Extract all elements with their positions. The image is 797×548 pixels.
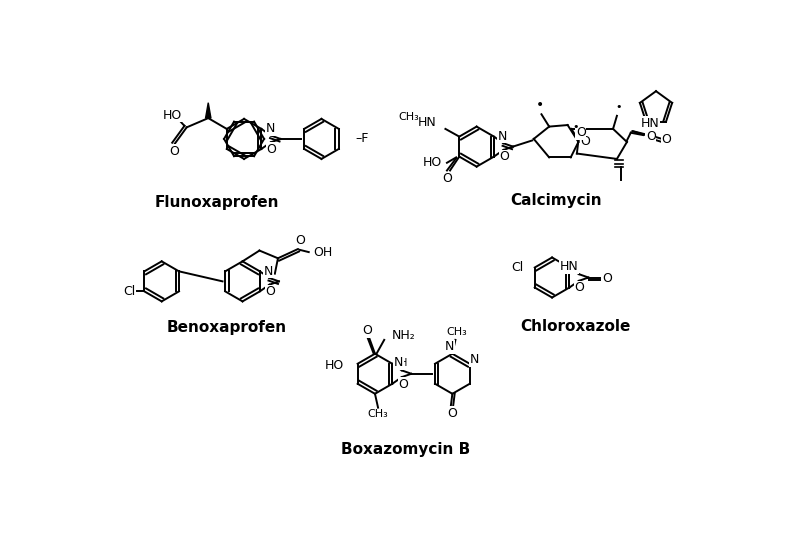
Text: •: • (572, 122, 579, 133)
Text: HO: HO (163, 109, 182, 122)
Text: O: O (575, 126, 586, 139)
Text: •: • (615, 101, 622, 112)
Text: N: N (394, 356, 403, 369)
Text: O: O (602, 272, 612, 285)
Text: O: O (442, 173, 452, 185)
Text: O: O (363, 324, 372, 337)
Text: Flunoxaprofen: Flunoxaprofen (155, 195, 280, 210)
Text: O: O (447, 407, 457, 420)
Text: NH₂: NH₂ (392, 329, 416, 342)
Text: Cl: Cl (123, 285, 135, 298)
Text: N: N (469, 353, 479, 367)
Text: CH₃: CH₃ (367, 409, 388, 419)
Text: O: O (265, 285, 275, 298)
Text: O: O (580, 135, 591, 149)
Text: O: O (170, 145, 179, 158)
Text: N: N (498, 130, 508, 143)
Text: Chloroxazole: Chloroxazole (520, 318, 630, 334)
Text: O: O (296, 234, 305, 247)
Text: Benoxaprofen: Benoxaprofen (167, 320, 287, 335)
Text: O: O (662, 133, 671, 146)
Text: N: N (265, 122, 275, 135)
Text: O: O (575, 281, 585, 294)
Text: H: H (399, 358, 407, 368)
Text: HO: HO (423, 156, 442, 169)
Text: O: O (267, 142, 277, 156)
Text: Calcimycin: Calcimycin (510, 193, 602, 208)
Text: HN: HN (418, 116, 436, 129)
Text: CH₃: CH₃ (446, 327, 467, 337)
Text: Boxazomycin B: Boxazomycin B (341, 442, 470, 456)
Text: HN: HN (641, 117, 660, 130)
Text: –F: –F (355, 133, 369, 145)
Text: Cl: Cl (512, 261, 524, 274)
Text: HO: HO (324, 359, 344, 372)
Text: •: • (536, 98, 544, 112)
Text: O: O (499, 150, 509, 163)
Polygon shape (206, 102, 211, 118)
Text: HN: HN (559, 260, 578, 273)
Text: CH₃: CH₃ (398, 112, 419, 122)
Text: N: N (264, 265, 273, 278)
Text: O: O (646, 130, 656, 143)
Text: O: O (398, 378, 408, 391)
Text: OH: OH (313, 247, 332, 259)
Text: N: N (445, 340, 454, 353)
